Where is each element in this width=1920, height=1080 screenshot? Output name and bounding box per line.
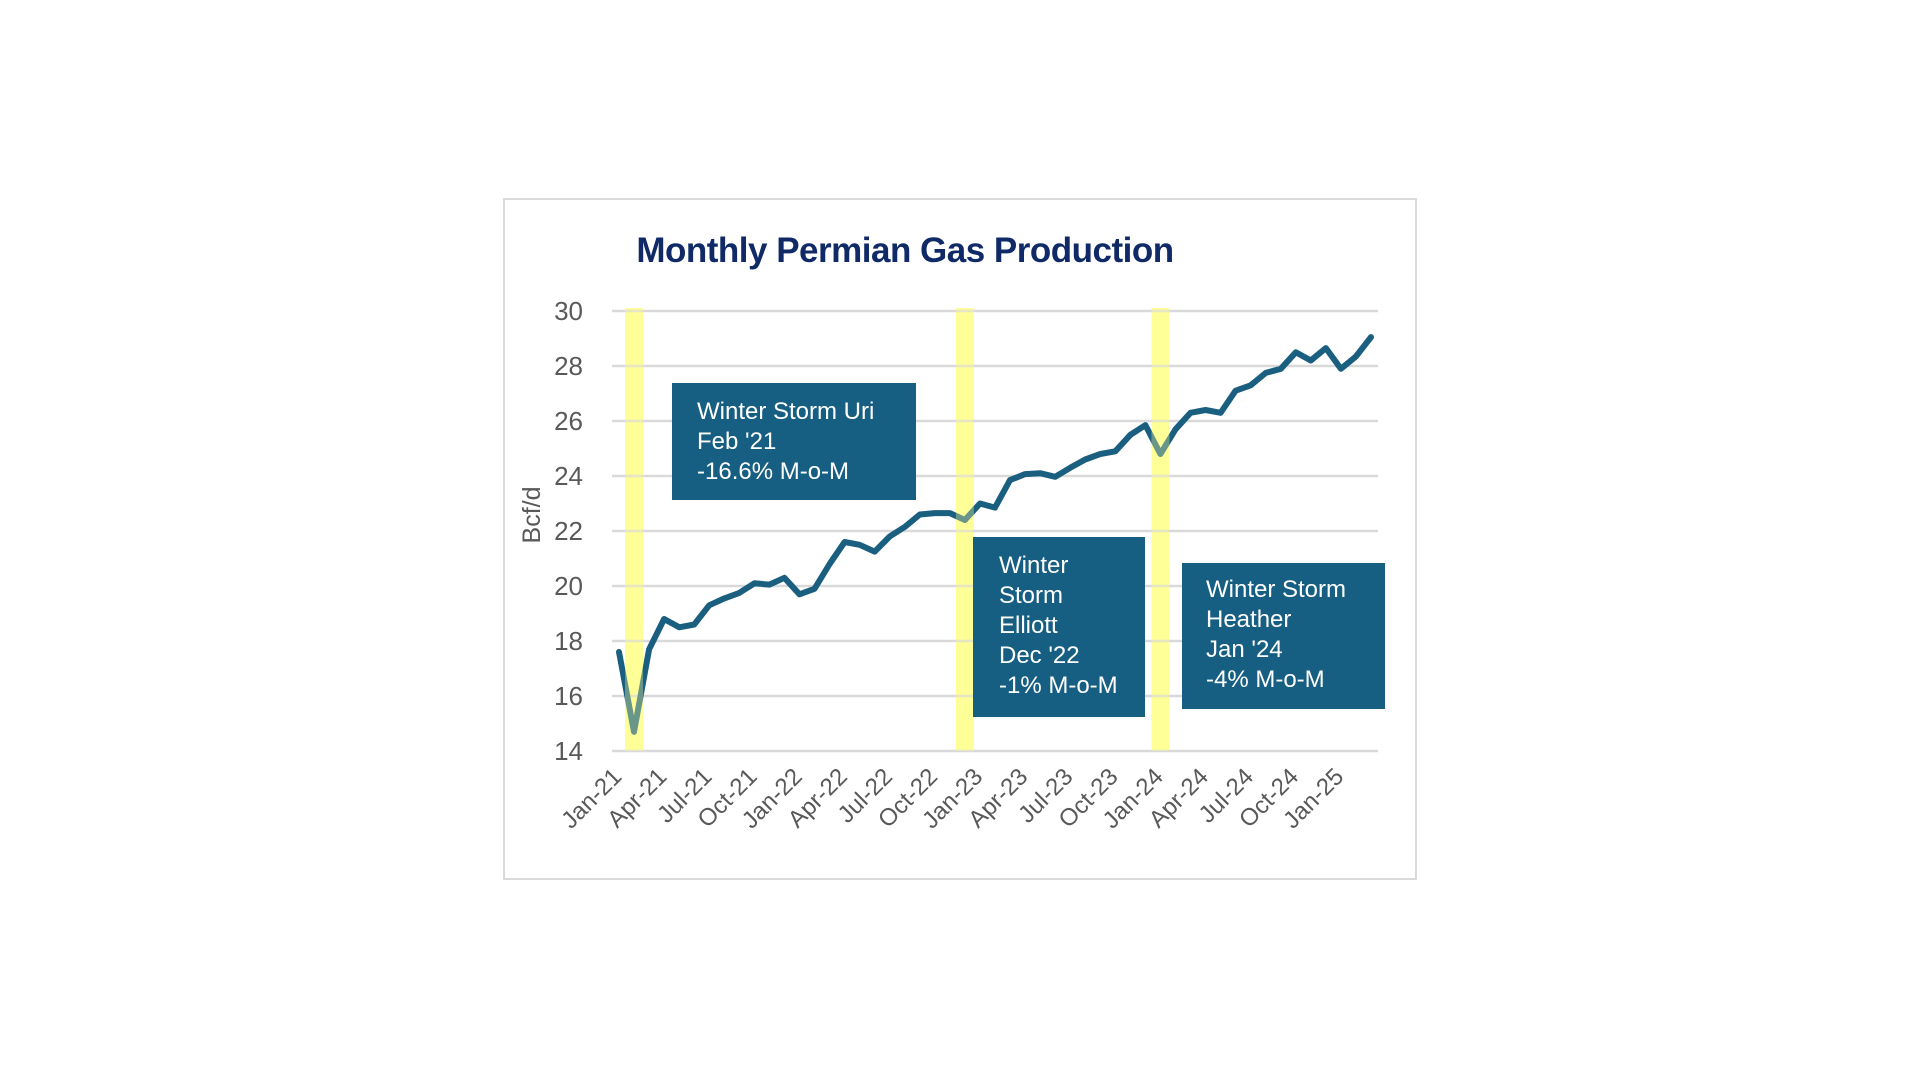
y-tick-label: 18 <box>554 626 583 656</box>
annotation-line: Winter <box>999 552 1069 579</box>
y-tick-label: 16 <box>554 681 583 711</box>
annotation-line: Winter Storm Uri <box>697 398 875 425</box>
annotation-line: Jan '24 <box>1206 636 1283 663</box>
highlight-band-overlay <box>955 308 974 751</box>
annotation-line: Heather <box>1206 606 1292 633</box>
y-tick-label: 30 <box>554 296 583 326</box>
annotation-line: Dec '22 <box>999 642 1080 669</box>
annotation-line: -1% M-o-M <box>999 672 1118 699</box>
annotation-winter-storm-uri: Winter Storm Uri Feb '21 -16.6% M-o-M <box>672 383 916 500</box>
y-tick-label: 20 <box>554 571 583 601</box>
y-axis-label: Bcf/d <box>518 487 546 544</box>
chart-frame <box>503 198 1417 880</box>
annotation-line: Elliott <box>999 612 1058 639</box>
annotation-line: -4% M-o-M <box>1206 666 1325 693</box>
highlight-band-overlay <box>1151 308 1170 751</box>
annotation-line: Feb '21 <box>697 428 777 455</box>
y-tick-label: 22 <box>554 516 583 546</box>
y-tick-label: 24 <box>554 461 583 491</box>
y-tick-label: 14 <box>554 736 583 766</box>
annotation-line: Winter Storm <box>1206 576 1347 603</box>
annotation-line: Storm <box>999 582 1064 609</box>
highlight-band-overlay <box>625 308 644 751</box>
annotation-winter-storm-elliott: Winter Storm Elliott Dec '22 -1% M-o-M <box>973 537 1145 717</box>
y-tick-label: 28 <box>554 351 583 381</box>
annotation-line: -16.6% M-o-M <box>697 458 850 485</box>
chart-title: Monthly Permian Gas Production <box>636 231 1173 270</box>
y-tick-label: 26 <box>554 406 583 436</box>
annotation-winter-storm-heather: Winter Storm Heather Jan '24 -4% M-o-M <box>1182 563 1385 709</box>
